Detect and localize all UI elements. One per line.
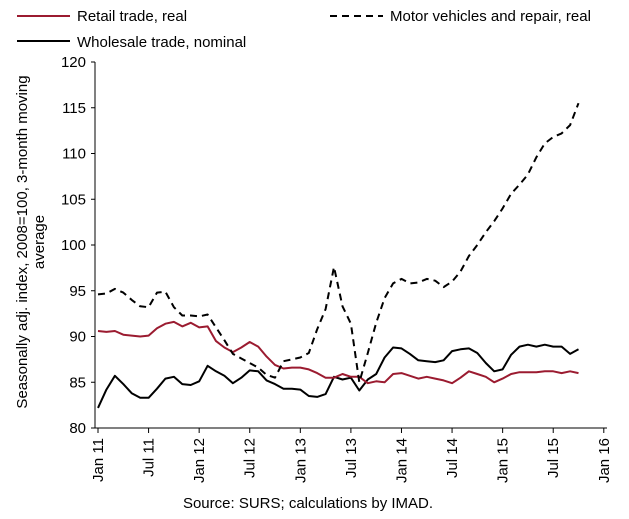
legend-label-wholesale-trade: Wholesale trade, nominal bbox=[77, 34, 246, 51]
y-ticks: 80 85 90 95 100 105 110 115 120 bbox=[61, 54, 95, 437]
x-tick-label: Jul 11 bbox=[141, 438, 158, 477]
series-line-motor-vehicles-and-repair-real bbox=[97, 102, 580, 384]
legend-label-retail-trade: Retail trade, real bbox=[77, 8, 187, 25]
y-tick-label: 80 bbox=[69, 420, 86, 437]
source-note: Source: SURS; calculations by IMAD. bbox=[183, 495, 433, 512]
y-tick-label: 110 bbox=[62, 146, 86, 163]
x-tick-label: Jan 11 bbox=[90, 438, 107, 482]
x-tick-label: Jan 14 bbox=[393, 438, 410, 483]
y-axis-title-line-1: Seasonally adj. index, 2008=100, 3-month… bbox=[14, 75, 31, 408]
x-tick-label: Jan 15 bbox=[495, 438, 512, 483]
x-tick-label: Jul 12 bbox=[242, 438, 259, 478]
x-tick-label: Jan 13 bbox=[292, 438, 309, 483]
x-ticks: Jan 11 Jul 11 Jan 12 Jul 12 Jan 13 Jul 13 Jan … bbox=[90, 428, 613, 483]
y-tick-label: 90 bbox=[69, 329, 86, 346]
y-tick-label: 105 bbox=[61, 191, 86, 208]
x-tick-label: Jan 16 bbox=[596, 438, 613, 483]
y-axis-title-line-2: average bbox=[31, 215, 48, 269]
x-tick-label: Jan 12 bbox=[191, 438, 208, 483]
series-line-wholesale-trade-nominal bbox=[97, 343, 579, 409]
y-tick-label: 85 bbox=[69, 374, 86, 391]
legend-label-motor-vehicles: Motor vehicles and repair, real bbox=[390, 8, 591, 25]
y-tick-label: 100 bbox=[61, 237, 86, 254]
x-tick-label: Jul 14 bbox=[444, 438, 461, 478]
x-tick-label: Jul 13 bbox=[343, 438, 360, 478]
x-tick-label: Jul 15 bbox=[545, 438, 562, 478]
legend: Retail trade, real Motor vehicles and re… bbox=[17, 8, 591, 51]
y-tick-label: 120 bbox=[61, 54, 86, 71]
y-tick-label: 95 bbox=[69, 283, 86, 300]
y-tick-label: 115 bbox=[62, 100, 86, 117]
series-line-retail-trade-real bbox=[97, 320, 579, 385]
series-lines bbox=[97, 102, 580, 409]
